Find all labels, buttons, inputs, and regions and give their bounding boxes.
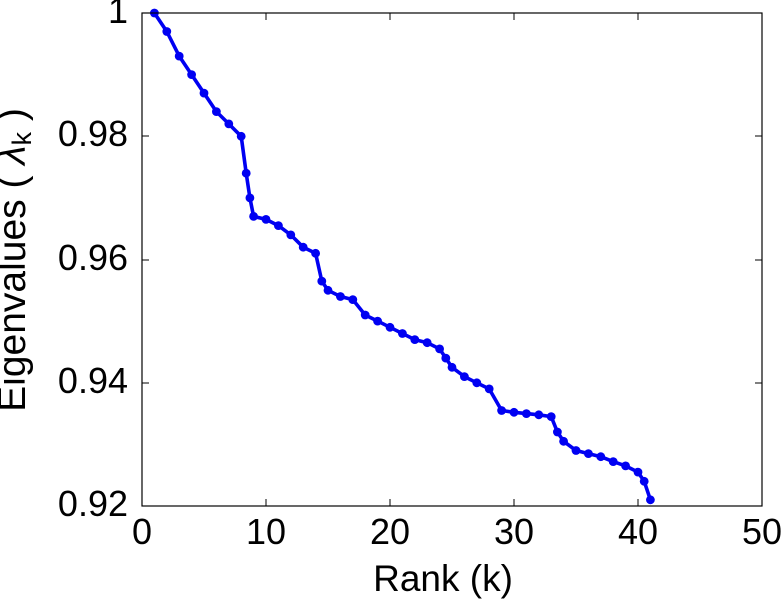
svg-text:50: 50 bbox=[742, 511, 782, 552]
svg-text:30: 30 bbox=[494, 511, 534, 552]
svg-text:Eigenvalues ( λk ): Eigenvalues ( λk ) bbox=[0, 108, 37, 412]
svg-text:20: 20 bbox=[370, 511, 410, 552]
svg-text:Rank (k): Rank (k) bbox=[373, 558, 513, 599]
svg-text:0.96: 0.96 bbox=[58, 237, 128, 278]
svg-text:0.92: 0.92 bbox=[58, 483, 128, 524]
svg-text:0.94: 0.94 bbox=[58, 360, 128, 401]
svg-text:1: 1 bbox=[108, 0, 128, 31]
svg-text:0.98: 0.98 bbox=[58, 113, 128, 154]
svg-text:40: 40 bbox=[618, 511, 658, 552]
svg-text:10: 10 bbox=[246, 511, 286, 552]
svg-text:0: 0 bbox=[132, 511, 152, 552]
